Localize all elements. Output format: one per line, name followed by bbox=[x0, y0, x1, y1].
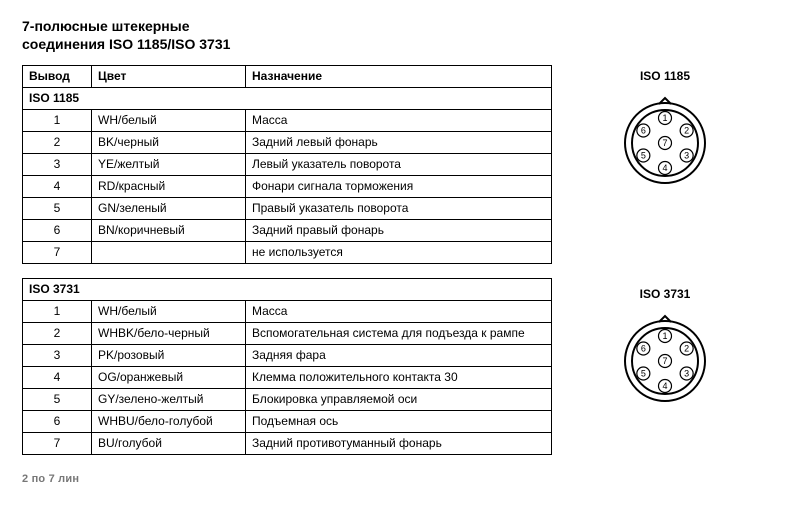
cell-function: Фонари сигнала торможения bbox=[246, 176, 552, 198]
cell-function: Левый указатель поворота bbox=[246, 154, 552, 176]
table-iso1185: Вывод Цвет Назначение ISO 1185 1WH/белый… bbox=[22, 65, 552, 264]
table-row: 7BU/голубойЗадний противотуманный фонарь bbox=[23, 433, 552, 455]
table-iso3731: ISO 3731 1WH/белыйМасса2WHBK/бело-черный… bbox=[22, 278, 552, 455]
cell-color: GN/зеленый bbox=[92, 198, 246, 220]
section-label: ISO 1185 bbox=[23, 88, 552, 110]
svg-text:2: 2 bbox=[684, 344, 689, 354]
svg-text:5: 5 bbox=[641, 369, 646, 379]
cell-pin: 7 bbox=[23, 433, 92, 455]
table-row: 3YE/желтыйЛевый указатель поворота bbox=[23, 154, 552, 176]
svg-text:3: 3 bbox=[684, 151, 689, 161]
cell-pin: 4 bbox=[23, 176, 92, 198]
cell-function: Масса bbox=[246, 110, 552, 132]
cell-pin: 1 bbox=[23, 301, 92, 323]
cell-function: Масса bbox=[246, 301, 552, 323]
svg-text:2: 2 bbox=[684, 126, 689, 136]
svg-text:4: 4 bbox=[662, 381, 667, 391]
cell-color: WHBU/бело-голубой bbox=[92, 411, 246, 433]
tbody-iso1185: 1WH/белыйМасса2BK/черныйЗадний левый фон… bbox=[23, 110, 552, 264]
section-iso3731: ISO 3731 bbox=[23, 279, 552, 301]
cell-pin: 3 bbox=[23, 345, 92, 367]
svg-text:4: 4 bbox=[662, 163, 667, 173]
cell-color: BU/голубой bbox=[92, 433, 246, 455]
section-iso1185: ISO 1185 bbox=[23, 88, 552, 110]
svg-text:7: 7 bbox=[662, 356, 667, 366]
connector-svg-1185: 1 2 3 4 5 6 7 bbox=[615, 91, 715, 191]
diagram-iso3731: ISO 3731 1 2 3 4 5 6 7 bbox=[615, 287, 715, 409]
cell-pin: 7 bbox=[23, 242, 92, 264]
table-row: 6BN/коричневыйЗадний правый фонарь bbox=[23, 220, 552, 242]
svg-text:1: 1 bbox=[662, 113, 667, 123]
diagrams-column: ISO 1185 1 2 3 4 5 6 7 ISO 3731 1 2 3 4 5 6 7 bbox=[552, 65, 778, 445]
cell-pin: 1 bbox=[23, 110, 92, 132]
cell-function: Блокировка управляемой оси bbox=[246, 389, 552, 411]
table-row: 2BK/черныйЗадний левый фонарь bbox=[23, 132, 552, 154]
tbody-iso3731: 1WH/белыйМасса2WHBK/бело-черныйВспомогат… bbox=[23, 301, 552, 455]
cell-function: Задний противотуманный фонарь bbox=[246, 433, 552, 455]
cell-color: RD/красный bbox=[92, 176, 246, 198]
svg-text:7: 7 bbox=[662, 138, 667, 148]
svg-text:6: 6 bbox=[641, 126, 646, 136]
svg-text:1: 1 bbox=[662, 331, 667, 341]
table-row: 3PK/розовыйЗадняя фара bbox=[23, 345, 552, 367]
main-layout: Вывод Цвет Назначение ISO 1185 1WH/белый… bbox=[22, 65, 778, 455]
table-row: 5GY/зелено-желтыйБлокировка управляемой … bbox=[23, 389, 552, 411]
title-line-2: соединения ISO 1185/ISO 3731 bbox=[22, 36, 230, 52]
table-header-row: Вывод Цвет Назначение bbox=[23, 66, 552, 88]
cell-color: WH/белый bbox=[92, 110, 246, 132]
th-color: Цвет bbox=[92, 66, 246, 88]
cell-color: BK/черный bbox=[92, 132, 246, 154]
table-row: 6WHBU/бело-голубойПодъемная ось bbox=[23, 411, 552, 433]
th-pin: Вывод bbox=[23, 66, 92, 88]
diagram-label-3731: ISO 3731 bbox=[615, 287, 715, 301]
page-title: 7-полюсные штекерные соединения ISO 1185… bbox=[22, 18, 778, 53]
cell-function: Задний левый фонарь bbox=[246, 132, 552, 154]
cell-color: YE/желтый bbox=[92, 154, 246, 176]
cell-pin: 2 bbox=[23, 323, 92, 345]
th-function: Назначение bbox=[246, 66, 552, 88]
table-row: 2WHBK/бело-черныйВспомогательная система… bbox=[23, 323, 552, 345]
cell-pin: 2 bbox=[23, 132, 92, 154]
cell-color: WH/белый bbox=[92, 301, 246, 323]
cell-color: OG/оранжевый bbox=[92, 367, 246, 389]
svg-text:3: 3 bbox=[684, 369, 689, 379]
cell-function: Задняя фара bbox=[246, 345, 552, 367]
cell-pin: 4 bbox=[23, 367, 92, 389]
cell-function: Клемма положительного контакта 30 bbox=[246, 367, 552, 389]
cell-color: WHBK/бело-черный bbox=[92, 323, 246, 345]
section-label: ISO 3731 bbox=[23, 279, 552, 301]
cell-function: Задний правый фонарь bbox=[246, 220, 552, 242]
table-row: 1WH/белыйМасса bbox=[23, 110, 552, 132]
cell-color: GY/зелено-желтый bbox=[92, 389, 246, 411]
table-row: 1WH/белыйМасса bbox=[23, 301, 552, 323]
diagram-iso1185: ISO 1185 1 2 3 4 5 6 7 bbox=[615, 69, 715, 191]
svg-text:6: 6 bbox=[641, 344, 646, 354]
table-row: 5GN/зеленыйПравый указатель поворота bbox=[23, 198, 552, 220]
cell-color bbox=[92, 242, 246, 264]
table-row: 4OG/оранжевыйКлемма положительного конта… bbox=[23, 367, 552, 389]
svg-text:5: 5 bbox=[641, 151, 646, 161]
cell-function: Вспомогательная система для подъезда к р… bbox=[246, 323, 552, 345]
cell-pin: 5 bbox=[23, 198, 92, 220]
cell-pin: 5 bbox=[23, 389, 92, 411]
cell-function: Правый указатель поворота bbox=[246, 198, 552, 220]
cell-function: Подъемная ось bbox=[246, 411, 552, 433]
diagram-label-1185: ISO 1185 bbox=[615, 69, 715, 83]
cell-pin: 6 bbox=[23, 411, 92, 433]
cell-function: не используется bbox=[246, 242, 552, 264]
connector-svg-3731: 1 2 3 4 5 6 7 bbox=[615, 309, 715, 409]
cell-color: PK/розовый bbox=[92, 345, 246, 367]
cell-pin: 3 bbox=[23, 154, 92, 176]
table-row: 7 не используется bbox=[23, 242, 552, 264]
footer-text: 2 по 7 лин bbox=[22, 473, 778, 485]
cell-pin: 6 bbox=[23, 220, 92, 242]
tables-column: Вывод Цвет Назначение ISO 1185 1WH/белый… bbox=[22, 65, 552, 455]
cell-color: BN/коричневый bbox=[92, 220, 246, 242]
table-row: 4RD/красныйФонари сигнала торможения bbox=[23, 176, 552, 198]
title-line-1: 7-полюсные штекерные bbox=[22, 18, 190, 34]
